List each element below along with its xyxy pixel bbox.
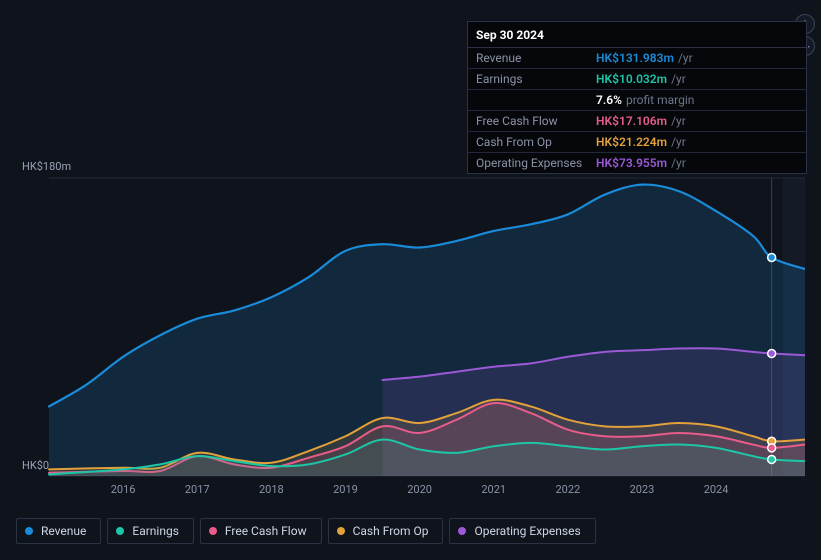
legend-dot-icon bbox=[458, 527, 466, 535]
tooltip-row-label: Earnings bbox=[476, 72, 596, 86]
tooltip-row-label: Free Cash Flow bbox=[476, 114, 596, 128]
legend-dot-icon bbox=[25, 527, 33, 535]
legend-label: Operating Expenses bbox=[474, 524, 580, 538]
tooltip-row-value: HK$131.983m bbox=[596, 51, 674, 65]
tooltip-row-unit: profit margin bbox=[626, 93, 694, 107]
legend-item[interactable]: Revenue bbox=[16, 518, 101, 544]
legend-label: Free Cash Flow bbox=[225, 524, 307, 538]
legend-dot-icon bbox=[209, 527, 217, 535]
tooltip-panel: Sep 30 2024 RevenueHK$131.983m/yrEarning… bbox=[467, 21, 807, 174]
tooltip-row-label: Cash From Op bbox=[476, 135, 596, 149]
x-tick-label: 2021 bbox=[481, 483, 506, 496]
tooltip-row-value: HK$17.106m bbox=[596, 114, 667, 128]
legend-bar: Revenue Earnings Free Cash Flow Cash From O… bbox=[16, 518, 805, 544]
tooltip-row-value: HK$10.032m bbox=[596, 72, 667, 86]
x-tick-label: 2016 bbox=[111, 483, 136, 496]
financial-chart-root: i⋯ Sep 30 2024 RevenueHK$131.983m/yrEarn… bbox=[0, 0, 821, 560]
x-tick-label: 2017 bbox=[185, 483, 210, 496]
tooltip-row: RevenueHK$131.983m/yr bbox=[468, 48, 806, 69]
legend-label: Earnings bbox=[132, 524, 179, 538]
legend-item[interactable]: Operating Expenses bbox=[449, 518, 595, 544]
x-tick-label: 2018 bbox=[259, 483, 284, 496]
tooltip-row: Cash From OpHK$21.224m/yr bbox=[468, 132, 806, 153]
legend-item[interactable]: Earnings bbox=[107, 518, 194, 544]
legend-item[interactable]: Free Cash Flow bbox=[200, 518, 322, 544]
tooltip-date: Sep 30 2024 bbox=[468, 22, 806, 48]
chart-area[interactable]: 2016 2017 2018 2019 2020 2021 2022 2023 2024 bbox=[16, 160, 805, 500]
tooltip-row-unit: /yr bbox=[671, 114, 686, 128]
tooltip-row-value: HK$21.224m bbox=[596, 135, 667, 149]
tooltip-row-value: 7.6% bbox=[596, 93, 622, 107]
x-tick-label: 2023 bbox=[630, 483, 655, 496]
legend-label: Cash From Op bbox=[353, 524, 429, 538]
legend-dot-icon bbox=[337, 527, 345, 535]
x-tick-label: 2022 bbox=[555, 483, 580, 496]
x-tick-label: 2024 bbox=[704, 483, 729, 496]
tooltip-row-label: Revenue bbox=[476, 51, 596, 65]
y-axis-min-label: HK$0 bbox=[22, 459, 49, 472]
legend-item[interactable]: Cash From Op bbox=[328, 518, 444, 544]
x-tick-label: 2020 bbox=[407, 483, 432, 496]
x-tick-label: 2019 bbox=[333, 483, 358, 496]
chart-svg: 2016 2017 2018 2019 2020 2021 2022 2023 2024 bbox=[16, 160, 805, 500]
legend-label: Revenue bbox=[41, 524, 86, 538]
tooltip-row-unit: /yr bbox=[678, 51, 693, 65]
legend-dot-icon bbox=[116, 527, 124, 535]
tooltip-row-unit: /yr bbox=[671, 72, 686, 86]
tooltip-row-unit: /yr bbox=[671, 135, 686, 149]
tooltip-row: Free Cash FlowHK$17.106m/yr bbox=[468, 111, 806, 132]
tooltip-row: EarningsHK$10.032m/yr bbox=[468, 69, 806, 90]
tooltip-row: 7.6% profit margin bbox=[468, 90, 806, 111]
